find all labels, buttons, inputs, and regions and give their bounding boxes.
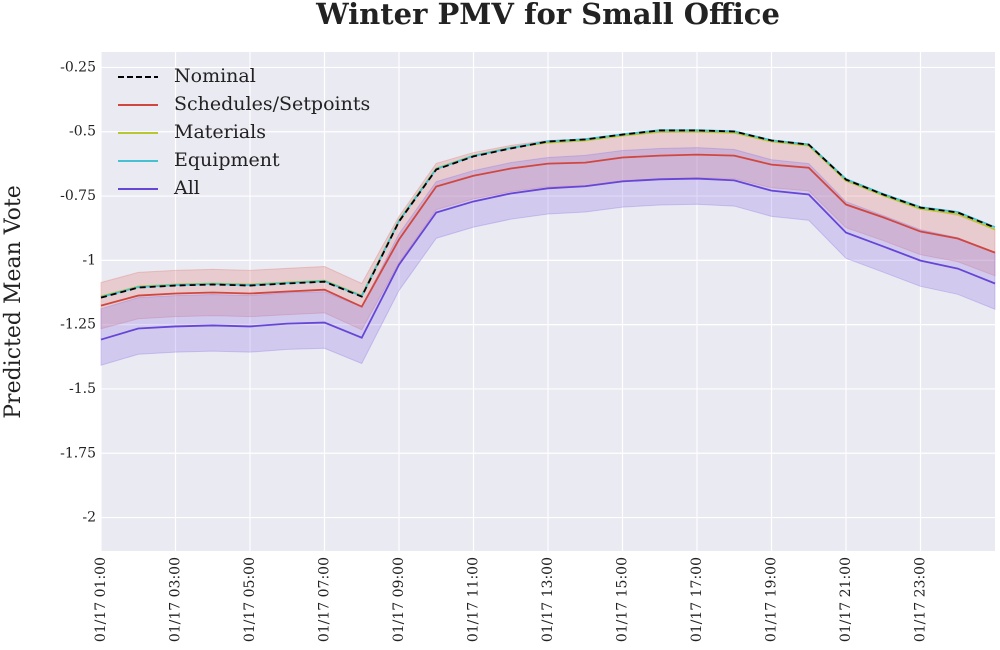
x-tick-label: 01/17 03:00: [168, 557, 184, 642]
chart-title: Winter PMV for Small Office: [315, 0, 780, 31]
y-tick-label: -0.5: [69, 124, 96, 140]
legend-label: Materials: [174, 121, 266, 143]
y-tick-label: -1.25: [60, 317, 96, 333]
x-tick-label: 01/17 15:00: [615, 557, 631, 642]
series-line: [100, 129, 996, 299]
y-tick-label: -0.75: [60, 188, 96, 204]
x-tick-label: 01/17 05:00: [242, 557, 258, 642]
series-line: [100, 153, 996, 308]
y-tick-label: -2: [82, 510, 96, 526]
legend-label: Equipment: [174, 149, 280, 171]
x-tick-label: 01/17 17:00: [689, 557, 705, 642]
x-tick-label: 01/17 21:00: [838, 557, 854, 642]
y-tick-label: -1.5: [69, 381, 96, 397]
y-tick-label: -1: [82, 252, 96, 268]
y-tick-label: -1.75: [60, 445, 96, 461]
x-tick-label: 01/17 11:00: [466, 557, 482, 642]
x-tick-label: 01/17 01:00: [93, 557, 109, 642]
x-tick-label: 01/17 23:00: [913, 557, 929, 642]
y-tick-label: -0.25: [60, 59, 96, 75]
legend-label: Schedules/Setpoints: [174, 93, 370, 115]
x-tick-label: 01/17 09:00: [391, 557, 407, 642]
x-tick-label: 01/17 07:00: [317, 557, 333, 642]
x-tick-label: 01/17 13:00: [540, 557, 556, 642]
y-axis-label: Predicted Mean Vote: [1, 185, 26, 419]
series-line: [100, 177, 996, 341]
legend-label: All: [173, 177, 200, 199]
legend-label: Nominal: [174, 65, 256, 87]
x-tick-label: 01/17 19:00: [764, 557, 780, 642]
